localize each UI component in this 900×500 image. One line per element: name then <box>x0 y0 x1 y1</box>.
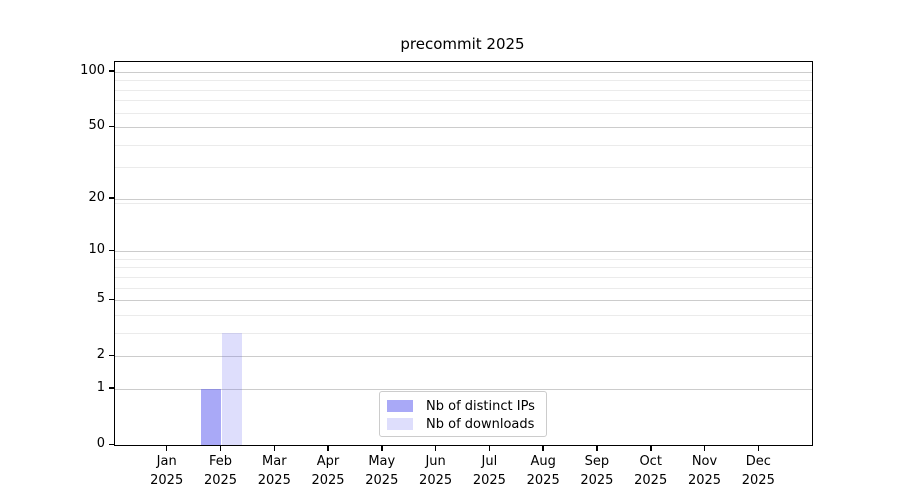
gridline-minor <box>115 112 812 114</box>
y-tick-mark <box>109 125 114 127</box>
gridline-minor <box>115 332 812 334</box>
x-tick-year: 2025 <box>311 473 345 488</box>
x-tick-mark <box>596 445 598 451</box>
gridline-minor <box>115 144 812 146</box>
x-tick-year: 2025 <box>257 473 291 488</box>
x-tick-label: Oct 2025 <box>623 452 679 490</box>
gridline-minor <box>115 80 812 82</box>
x-tick-label: Feb 2025 <box>193 452 249 490</box>
y-tick-mark <box>109 298 114 301</box>
gridline-major <box>115 198 812 200</box>
x-tick-mark <box>703 445 706 451</box>
bar-nb-of-downloads <box>222 332 243 445</box>
x-tick-mark <box>327 445 329 451</box>
legend: Nb of distinct IPs Nb of downloads <box>379 391 547 437</box>
x-tick-mark <box>757 445 759 451</box>
gridline-minor <box>115 202 812 204</box>
y-tick-mark <box>109 249 114 252</box>
legend-label-downloads: Nb of downloads <box>426 416 535 432</box>
legend-item: Nb of downloads <box>387 415 537 433</box>
gridline-minor <box>115 287 812 289</box>
x-tick-mark <box>488 445 491 451</box>
x-tick-label: Dec 2025 <box>730 452 786 490</box>
x-tick-mark <box>165 445 168 451</box>
x-tick-mark <box>434 445 437 451</box>
y-tick-label: 1 <box>96 379 105 395</box>
gridline-minor <box>115 267 812 269</box>
x-tick-year: 2025 <box>580 473 614 488</box>
gridline-minor <box>115 314 812 316</box>
y-tick-label: 100 <box>80 62 105 78</box>
gridline-minor <box>115 276 812 278</box>
gridline-major <box>115 127 812 128</box>
chart-title: precommit 2025 <box>400 35 525 53</box>
x-tick-label: Aug 2025 <box>515 452 571 490</box>
gridline-major <box>115 251 812 253</box>
y-tick-label: 50 <box>88 118 105 133</box>
gridline-minor <box>115 167 812 169</box>
x-tick-mark <box>542 445 544 451</box>
legend-swatch-distinct-ips-icon <box>387 400 413 412</box>
x-tick-mark <box>650 445 652 451</box>
y-tick-mark <box>109 387 114 389</box>
x-tick-year: 2025 <box>687 473 722 488</box>
legend-item: Nb of distinct IPs <box>387 397 537 415</box>
legend-swatch-downloads-icon <box>387 418 413 430</box>
x-tick-label: May 2025 <box>354 452 410 490</box>
gridline-minor <box>115 258 812 260</box>
gridline-major <box>115 356 812 358</box>
gridline-minor <box>115 89 812 91</box>
x-tick-month: Jan <box>156 454 177 469</box>
gridline-minor <box>115 100 812 102</box>
x-tick-label: Jul 2025 <box>461 452 517 490</box>
y-tick-label: 0 <box>96 436 105 451</box>
x-tick-year: 2025 <box>365 473 399 488</box>
bar-nb-of-distinct-ips <box>200 388 221 445</box>
x-tick-label: Sep 2025 <box>569 452 625 490</box>
x-tick-month: Aug <box>530 454 556 469</box>
x-tick-mark <box>219 445 222 451</box>
gridline-major <box>115 71 812 73</box>
y-tick-mark <box>109 354 114 357</box>
x-tick-mark <box>273 445 275 451</box>
x-tick-month: Jul <box>481 454 498 469</box>
y-tick-mark <box>109 443 114 445</box>
x-tick-month: Sep <box>584 454 610 469</box>
x-tick-month: Apr <box>316 454 340 469</box>
gridline-major <box>115 388 812 390</box>
x-tick-label: Jan 2025 <box>139 452 195 490</box>
x-tick-month: Mar <box>262 454 287 469</box>
x-tick-month: Jun <box>425 454 446 469</box>
x-tick-month: Oct <box>639 454 662 469</box>
x-tick-month: May <box>368 454 396 469</box>
y-tick-label: 5 <box>96 291 105 307</box>
x-tick-label: Nov 2025 <box>677 452 733 490</box>
x-tick-label: Apr 2025 <box>300 452 356 490</box>
x-tick-year: 2025 <box>526 473 560 488</box>
x-tick-year: 2025 <box>472 473 506 488</box>
x-tick-month: Nov <box>691 454 718 469</box>
plot-area: Nb of distinct IPs Nb of downloads <box>114 61 813 446</box>
x-tick-year: 2025 <box>741 473 775 488</box>
y-tick-mark <box>109 197 114 199</box>
y-tick-label: 20 <box>88 189 105 205</box>
x-tick-label: Jun 2025 <box>408 452 464 490</box>
legend-label-distinct-ips: Nb of distinct IPs <box>426 398 535 414</box>
x-tick-year: 2025 <box>203 473 238 488</box>
gridline-major <box>115 300 812 302</box>
x-tick-mark <box>381 445 383 451</box>
x-tick-month: Feb <box>208 454 233 469</box>
x-tick-label: Mar 2025 <box>246 452 302 490</box>
x-tick-year: 2025 <box>419 473 453 488</box>
x-tick-year: 2025 <box>634 473 668 488</box>
y-tick-mark <box>109 70 114 72</box>
x-tick-month: Dec <box>745 454 771 469</box>
y-tick-label: 10 <box>88 242 105 258</box>
y-tick-label: 2 <box>96 347 105 363</box>
x-tick-year: 2025 <box>150 473 184 488</box>
